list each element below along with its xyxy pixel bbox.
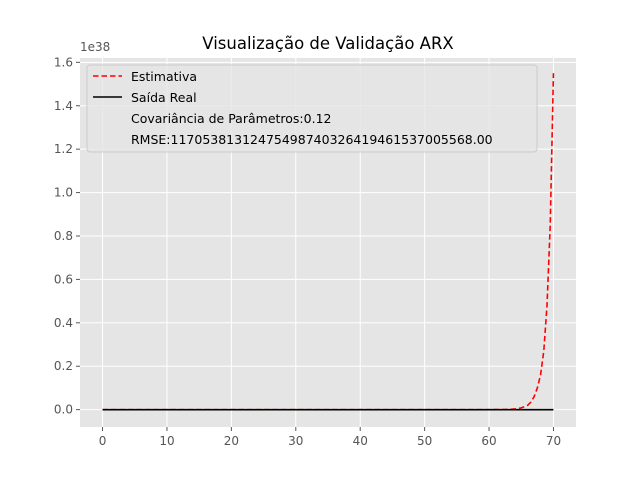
x-tick-label: 60 (481, 434, 496, 448)
x-tick-label: 30 (288, 434, 303, 448)
x-tick-label: 70 (546, 434, 561, 448)
x-tick-label: 40 (353, 434, 368, 448)
y-tick-label: 1.2 (54, 142, 73, 156)
y-tick-label: 0.4 (54, 316, 73, 330)
x-tick-label: 0 (99, 434, 107, 448)
legend: Estimativa Saída Real Covariância de Par… (86, 64, 538, 153)
series-group (102, 73, 555, 411)
y-axis: 0.0 0.2 0.4 0.6 0.8 1.0 1.2 1.4 1.6 (54, 55, 80, 417)
chart-title: Visualização de Validação ARX (202, 34, 453, 53)
x-axis: 0 10 20 30 40 50 60 70 (99, 427, 561, 448)
legend-label-saida-real: Saída Real (131, 90, 197, 105)
y-tick-label: 0.6 (54, 272, 73, 286)
x-tick-label: 20 (224, 434, 239, 448)
y-tick-label: 1.4 (54, 99, 73, 113)
legend-label-estimativa: Estimativa (131, 69, 197, 84)
legend-annotation-covariancia: Covariância de Parâmetros:0.12 (131, 111, 331, 126)
x-tick-label: 50 (417, 434, 432, 448)
legend-annotation-rmse: RMSE:11705381312475498740326419461537005… (131, 132, 493, 147)
y-tick-label: 1.0 (54, 186, 73, 200)
x-tick-label: 10 (159, 434, 174, 448)
y-offset-label: 1e38 (80, 40, 110, 54)
series-line-estimativa (102, 73, 555, 411)
y-tick-label: 0.0 (54, 403, 73, 417)
y-tick-label: 0.2 (54, 359, 73, 373)
legend-box (86, 64, 538, 153)
y-tick-label: 0.8 (54, 229, 73, 243)
y-tick-label: 1.6 (54, 55, 73, 69)
